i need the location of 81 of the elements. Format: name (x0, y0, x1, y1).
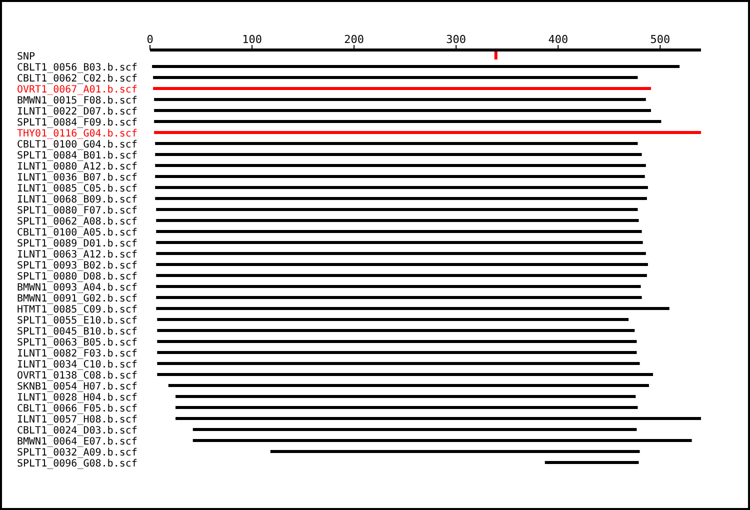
y-tick-label: ILNT1_0022_D07.b.scf (17, 106, 138, 118)
bar (154, 98, 646, 101)
y-tick-label: CBLT1_0100_A05.b.scf (17, 228, 138, 238)
y-tick-label: HTMT1_0085_C09.b.scf (17, 304, 138, 316)
y-tick-label: SPLT1_0089_D01.b.scf (17, 238, 138, 250)
y-tick-label: ILNT1_0036_B07.b.scf (17, 172, 138, 184)
y-tick-label: SPLT1_0093_B02.b.scf (17, 260, 138, 272)
y-tick-label: SPLT1_0055_E10.b.scf (17, 316, 138, 326)
bar (152, 65, 680, 68)
y-tick-label: CBLT1_0062_C02.b.scf (17, 74, 138, 84)
y-tick-label: ILNT1_0034_C10.b.scf (17, 360, 138, 370)
y-tick-label: SPLT1_0084_F09.b.scf (17, 118, 138, 128)
y-tick-label: ILNT1_0085_C05.b.scf (17, 184, 138, 194)
bar (176, 417, 701, 420)
y-tick-label: SKNB1_0054_H07.b.scf (17, 382, 138, 392)
bar (153, 87, 651, 90)
y-tick-label: ILNT1_0080_A12.b.scf (17, 162, 138, 172)
bar (154, 120, 662, 123)
bar (156, 285, 641, 288)
y-tick-label: BMWN1_0015_F08.b.scf (17, 96, 138, 106)
bar (157, 340, 637, 343)
y-tick-label: SPLT1_0080_D08.b.scf (17, 272, 138, 282)
bar (156, 296, 642, 299)
bar (270, 450, 640, 453)
bar (154, 109, 651, 112)
bar (544, 461, 639, 464)
y-tick-label: SPLT1_0045_B10.b.scf (17, 326, 138, 338)
bar (156, 307, 670, 310)
y-tick-label: BMWN1_0093_A04.b.scf (17, 282, 138, 294)
x-tick-label: 400 (548, 33, 568, 46)
bar (156, 230, 642, 233)
y-tick-label: BMWN1_0091_G02.b.scf (17, 294, 138, 304)
y-tick-label: SPLT1_0032_A09.b.scf (17, 448, 138, 458)
bar (156, 219, 639, 222)
bar (168, 384, 649, 387)
x-tick-label: 200 (344, 33, 364, 46)
x-tick-label: 500 (650, 33, 670, 46)
bar (156, 252, 646, 255)
bar (157, 329, 635, 332)
bar (155, 175, 645, 178)
bar (157, 318, 629, 321)
y-tick-label: CBLT1_0024_D03.b.scf (17, 426, 138, 436)
x-tick-label: 100 (242, 33, 262, 46)
y-tick-label: CBLT1_0056_B03.b.scf (17, 62, 138, 74)
bar (156, 208, 638, 211)
y-tick-label: ILNT1_0063_A12.b.scf (17, 250, 138, 260)
y-tick-label: ILNT1_0028_H04.b.scf (17, 392, 138, 404)
bar (155, 153, 642, 156)
bar (155, 197, 647, 200)
y-tick-label: THY01_0116_G04.b.scf (17, 128, 138, 140)
y-tick-label: SPLT1_0063_B05.b.scf (17, 338, 138, 348)
y-tick-label: ILNT1_0057_H08.b.scf (17, 414, 138, 426)
y-tick-label: SPLT1_0084_B01.b.scf (17, 150, 138, 162)
bar (192, 439, 692, 442)
bar (176, 395, 636, 398)
bar (156, 241, 643, 244)
bar (153, 76, 638, 79)
bar (155, 164, 646, 167)
y-tick-label: OVRT1_0067_A01.b.scf (17, 84, 138, 96)
y-tick-label: ILNT1_0082_F03.b.scf (17, 348, 138, 360)
y-tick-label: SPLT1_0096_G08.b.scf (17, 458, 138, 470)
y-tick-label: SNP (17, 52, 36, 62)
bar (155, 186, 648, 189)
bar (157, 373, 654, 376)
bar (154, 131, 701, 134)
bar (157, 362, 640, 365)
y-tick-label: ILNT1_0068_B09.b.scf (17, 194, 138, 206)
bar (176, 406, 638, 409)
y-tick-label: BMWN1_0064_E07.b.scf (17, 436, 138, 448)
x-tick-label: 0 (146, 33, 154, 46)
bar (156, 274, 647, 277)
y-tick-label: SPLT1_0062_A08.b.scf (17, 216, 138, 228)
y-tick-label: OVRT1_0138_C08.b.scf (17, 370, 138, 382)
bar (192, 428, 637, 431)
bar (156, 263, 648, 266)
bar (155, 142, 638, 145)
bar (157, 351, 637, 354)
y-tick-label: SPLT1_0080_F07.b.scf (17, 206, 138, 216)
x-tick-label: 300 (446, 33, 466, 46)
y-tick-label: CBLT1_0100_G04.b.scf (17, 140, 138, 150)
y-tick-label: CBLT1_0066_F05.b.scf (17, 404, 138, 414)
